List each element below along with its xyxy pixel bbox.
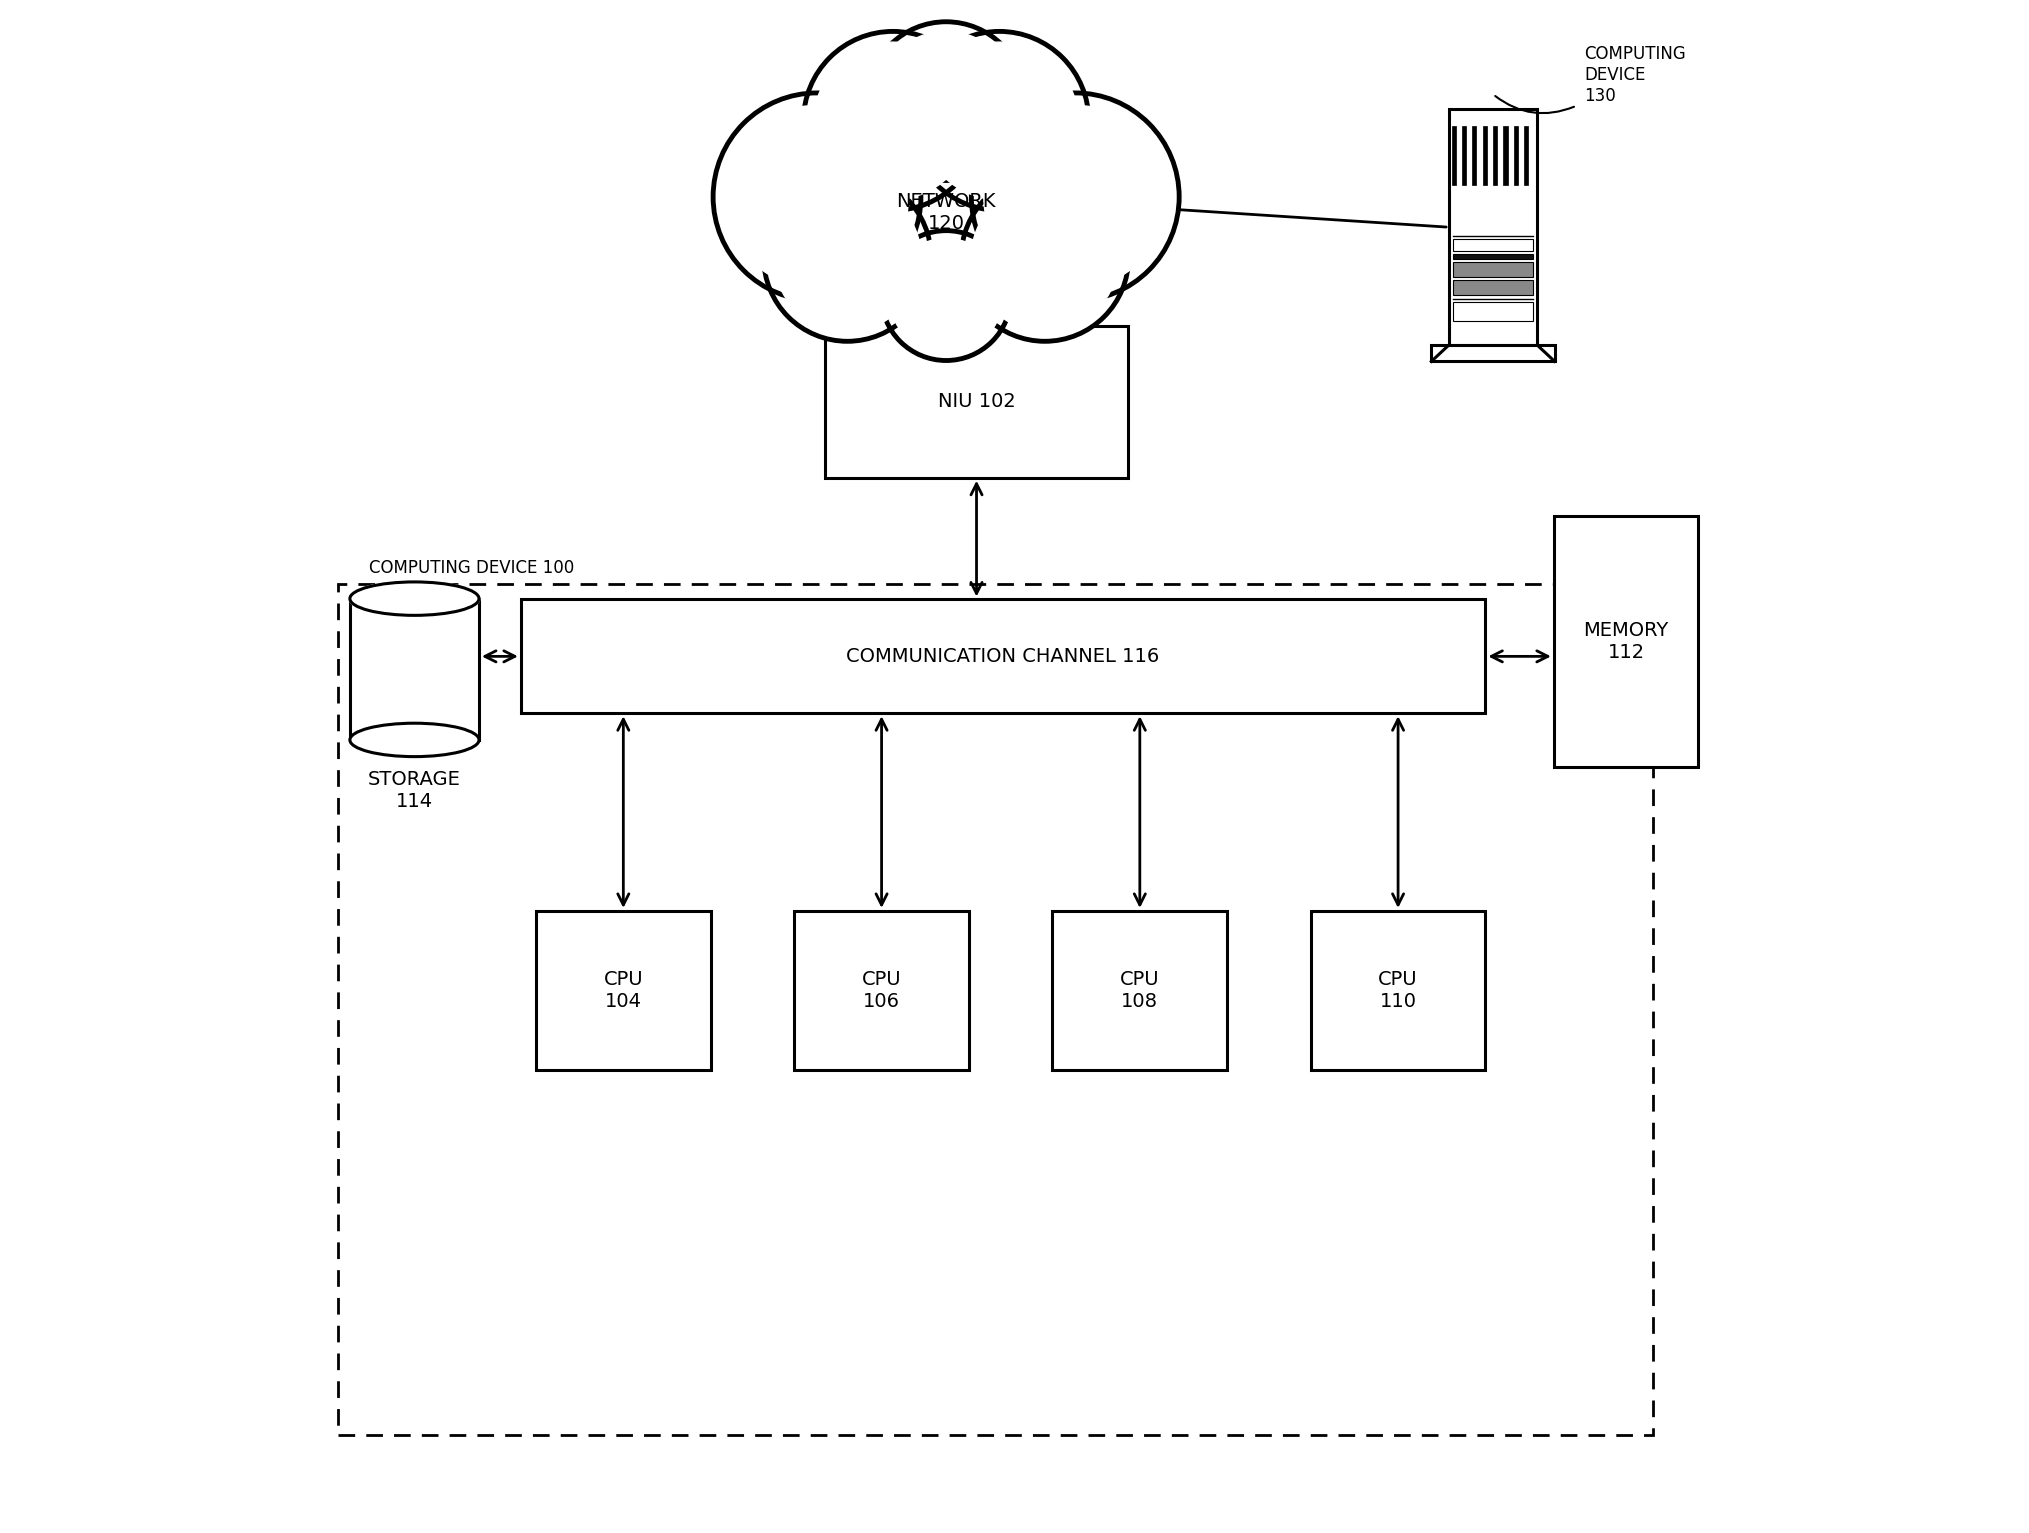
- Circle shape: [763, 173, 931, 342]
- Bar: [536, 911, 710, 1070]
- Text: NIU 102: NIU 102: [937, 392, 1014, 411]
- Circle shape: [773, 184, 921, 331]
- Text: CPU
110: CPU 110: [1378, 970, 1418, 1012]
- Bar: [1449, 109, 1538, 345]
- Circle shape: [877, 31, 1017, 172]
- FancyArrowPatch shape: [1495, 97, 1575, 113]
- Text: MEMORY
112: MEMORY 112: [1583, 621, 1668, 662]
- Bar: [1503, 126, 1508, 185]
- Text: STORAGE
114: STORAGE 114: [367, 770, 461, 811]
- Text: COMMUNICATION CHANNEL 116: COMMUNICATION CHANNEL 116: [846, 647, 1161, 665]
- Bar: [1453, 281, 1532, 296]
- Ellipse shape: [349, 724, 479, 757]
- Bar: [1554, 515, 1698, 766]
- Bar: [1514, 126, 1518, 185]
- Bar: [793, 911, 970, 1070]
- Circle shape: [909, 31, 1090, 210]
- Bar: [1053, 911, 1228, 1070]
- Bar: [1311, 911, 1485, 1070]
- Circle shape: [962, 173, 1128, 342]
- Circle shape: [881, 230, 1010, 360]
- Bar: [339, 584, 1652, 1435]
- Bar: [1493, 126, 1497, 185]
- Bar: [1453, 254, 1532, 259]
- Bar: [1473, 126, 1477, 185]
- Circle shape: [889, 239, 1002, 353]
- Bar: [824, 327, 1128, 478]
- Bar: [1453, 239, 1532, 251]
- Circle shape: [984, 106, 1167, 288]
- Bar: [521, 599, 1485, 713]
- Circle shape: [803, 31, 982, 210]
- Text: NETWORK
120: NETWORK 120: [897, 192, 996, 233]
- Text: COMPUTING DEVICE 100: COMPUTING DEVICE 100: [369, 558, 574, 576]
- Bar: [1451, 126, 1455, 185]
- Text: CPU
106: CPU 106: [862, 970, 901, 1012]
- Circle shape: [814, 41, 972, 199]
- Bar: [1453, 262, 1532, 277]
- Circle shape: [866, 21, 1025, 181]
- Ellipse shape: [349, 583, 479, 615]
- Bar: [1524, 126, 1528, 185]
- Bar: [1430, 345, 1554, 362]
- Bar: [1483, 126, 1487, 185]
- Bar: [1463, 126, 1467, 185]
- Text: CPU
104: CPU 104: [603, 970, 643, 1012]
- Bar: [349, 599, 479, 740]
- Circle shape: [712, 94, 921, 300]
- Bar: [1453, 302, 1532, 322]
- Circle shape: [972, 94, 1179, 300]
- Circle shape: [921, 41, 1077, 199]
- Text: COMPUTING
DEVICE
130: COMPUTING DEVICE 130: [1585, 44, 1686, 104]
- Circle shape: [972, 184, 1118, 331]
- Circle shape: [726, 106, 909, 288]
- Text: CPU
108: CPU 108: [1120, 970, 1161, 1012]
